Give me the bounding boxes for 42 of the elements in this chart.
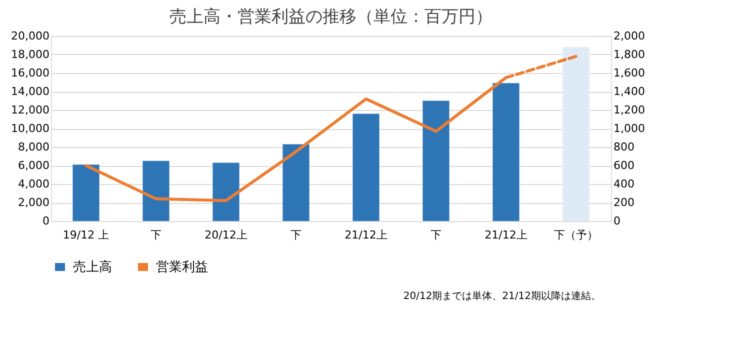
bar (562, 47, 590, 221)
y2-tick-label: 1,000 (614, 122, 645, 135)
bar (352, 114, 380, 221)
y-tick-label: 8,000 (18, 140, 50, 154)
y2-tick-label: 2,000 (614, 30, 645, 42)
bar (282, 144, 310, 221)
y-tick-label: 16,000 (11, 66, 50, 80)
x-tick-label: 19/12 上 (62, 228, 110, 242)
x-tick-label: 下（予） (554, 228, 598, 242)
bar (422, 100, 450, 221)
y2-tick-label: 800 (614, 140, 634, 154)
y-tick-label: 12,000 (11, 104, 50, 116)
legend-label: 売上高 (73, 259, 112, 275)
x-tick-label: 20/12上 (204, 228, 248, 242)
y2-tick-label: 200 (614, 196, 634, 209)
y-tick-label: 10,000 (11, 122, 50, 135)
chart-title: 売上高・営業利益の推移（単位：百万円） (170, 7, 492, 27)
y-tick-label: 2,000 (18, 196, 50, 209)
y2-tick-label: 1,200 (614, 104, 645, 116)
y-tick-label: 6,000 (18, 159, 50, 172)
bar (492, 83, 520, 221)
y2-tick-label: 1,800 (614, 48, 645, 61)
text: 20/12期までは単体、21/12期以降は連結。 (403, 290, 601, 302)
y2-tick-label: 600 (614, 159, 634, 172)
legend-label: 営業利益 (156, 260, 208, 275)
bar (212, 162, 240, 221)
y2-tick-label: 1,600 (614, 66, 645, 80)
y-tick-label: 14,000 (11, 85, 50, 98)
bar (72, 164, 100, 221)
y2-tick-label: 400 (614, 178, 634, 190)
y-tick-label: 20,000 (11, 30, 50, 42)
bar (142, 160, 170, 221)
x-tick-label: 下 (430, 228, 442, 242)
y-tick-label: 0 (42, 214, 50, 228)
y-tick-label: 4,000 (18, 178, 50, 190)
x-tick-label: 下 (290, 228, 302, 242)
x-tick-label: 下 (150, 228, 162, 242)
y-tick-label: 18,000 (11, 48, 50, 61)
y2-tick-label: 0 (614, 214, 620, 228)
x-tick-label: 21/12上 (344, 228, 388, 242)
x-tick-label: 21/12上 (484, 228, 528, 242)
y2-tick-label: 1,400 (614, 85, 645, 98)
